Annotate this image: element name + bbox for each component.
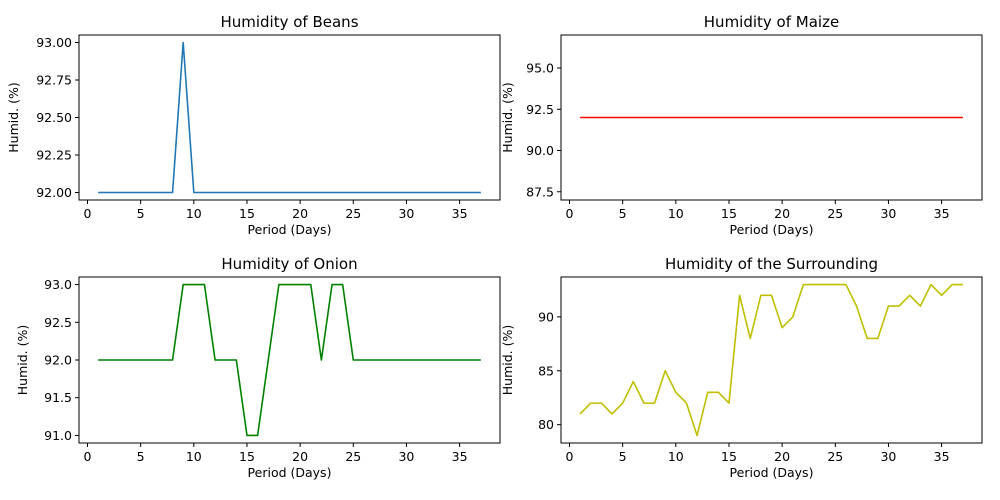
maize-x-tick-label: 20 [774, 206, 790, 221]
surrounding-x-tick-label: 5 [619, 449, 627, 464]
beans-chart-title: Humidity of Beans [220, 13, 358, 31]
onion-x-tick-label: 10 [186, 449, 202, 464]
beans-x-tick-label: 20 [292, 206, 308, 221]
beans-series-line [98, 41, 481, 194]
onion-x-tick-label: 20 [292, 449, 308, 464]
onion-y-tick-label: 93.0 [44, 277, 72, 292]
maize-x-tick-label: 35 [934, 206, 950, 221]
chart-beans: 0 5 10 15 20 25 30 35 92.00 92.25 92.50 92.75 93.00 H… [6, 13, 501, 237]
surrounding-y-axis-label: Humid. (%) [500, 325, 515, 395]
surrounding-x-axis-label: Period (Days) [730, 465, 814, 480]
onion-y-tick-label: 92.5 [44, 315, 72, 330]
beans-y-tick-label: 92.25 [36, 148, 72, 163]
maize-x-tick-label: 5 [619, 206, 627, 221]
onion-y-tick-label: 92.0 [44, 353, 72, 368]
surrounding-x-tick-label: 20 [774, 449, 790, 464]
onion-y-tick-label: 91.0 [44, 428, 72, 443]
maize-y-tick-label: 95.0 [526, 61, 554, 76]
surrounding-x-tick-label: 10 [668, 449, 684, 464]
maize-x-axis-label: Period (Days) [730, 222, 814, 237]
maize-x-tick-label: 30 [880, 206, 896, 221]
onion-x-tick-label: 30 [398, 449, 414, 464]
beans-y-tick-label: 92.75 [36, 73, 72, 88]
maize-axes-frame [560, 34, 983, 201]
onion-x-tick-label: 25 [345, 449, 361, 464]
maize-x-tick-label: 25 [827, 206, 843, 221]
surrounding-x-tick-label: 15 [721, 449, 737, 464]
beans-x-tick-label: 35 [452, 206, 468, 221]
chart-maize: 0 5 10 15 20 25 30 35 87.5 90.0 92.5 95.0 Humidity o… [500, 13, 983, 237]
beans-y-tick-label: 92.00 [36, 185, 72, 200]
surrounding-x-tick-label: 25 [827, 449, 843, 464]
surrounding-y-tick-label: 90 [538, 309, 554, 324]
maize-x-tick-label: 10 [668, 206, 684, 221]
onion-series-line [98, 283, 481, 437]
maize-y-tick-label: 90.0 [526, 143, 554, 158]
surrounding-y-tick-label: 85 [538, 363, 554, 378]
onion-x-tick-label: 5 [137, 449, 145, 464]
maize-x-tick-label: 0 [566, 206, 574, 221]
beans-x-tick-label: 10 [186, 206, 202, 221]
beans-y-tick-label: 92.50 [36, 110, 72, 125]
maize-y-tick-label: 92.5 [526, 102, 554, 117]
beans-x-tick-label: 15 [239, 206, 255, 221]
onion-x-tick-label: 15 [239, 449, 255, 464]
surrounding-x-tick-label: 30 [880, 449, 896, 464]
surrounding-x-tick-label: 35 [934, 449, 950, 464]
onion-x-axis-label: Period (Days) [248, 465, 332, 480]
surrounding-x-tick-label: 0 [566, 449, 574, 464]
onion-x-tick-label: 0 [84, 449, 92, 464]
maize-y-tick-label: 87.5 [526, 184, 554, 199]
onion-y-axis-label: Humid. (%) [15, 325, 30, 395]
chart-surrounding: 0 5 10 15 20 25 30 35 80 85 90 Humidity of the Surr… [500, 255, 983, 480]
maize-x-tick-label: 15 [721, 206, 737, 221]
onion-x-tick-label: 35 [452, 449, 468, 464]
beans-x-tick-label: 0 [84, 206, 92, 221]
beans-x-axis-label: Period (Days) [248, 222, 332, 237]
maize-y-axis-label: Humid. (%) [500, 82, 515, 152]
beans-x-tick-label: 30 [398, 206, 414, 221]
surrounding-y-tick-label: 80 [538, 417, 554, 432]
beans-x-tick-label: 25 [345, 206, 361, 221]
onion-chart-title: Humidity of Onion [221, 255, 357, 273]
surrounding-axes-frame [560, 276, 983, 444]
beans-axes-frame [78, 34, 501, 201]
beans-y-tick-label: 93.00 [36, 35, 72, 50]
surrounding-chart-title: Humidity of the Surrounding [665, 255, 878, 273]
beans-y-axis-label: Humid. (%) [6, 82, 21, 152]
chart-onion: 0 5 10 15 20 25 30 35 91.0 91.5 92.0 92.5 93.0 Humidi… [15, 255, 501, 480]
maize-chart-title: Humidity of Maize [704, 13, 839, 31]
surrounding-series-line [579, 283, 963, 437]
onion-y-tick-label: 91.5 [44, 390, 72, 405]
beans-x-tick-label: 5 [137, 206, 145, 221]
